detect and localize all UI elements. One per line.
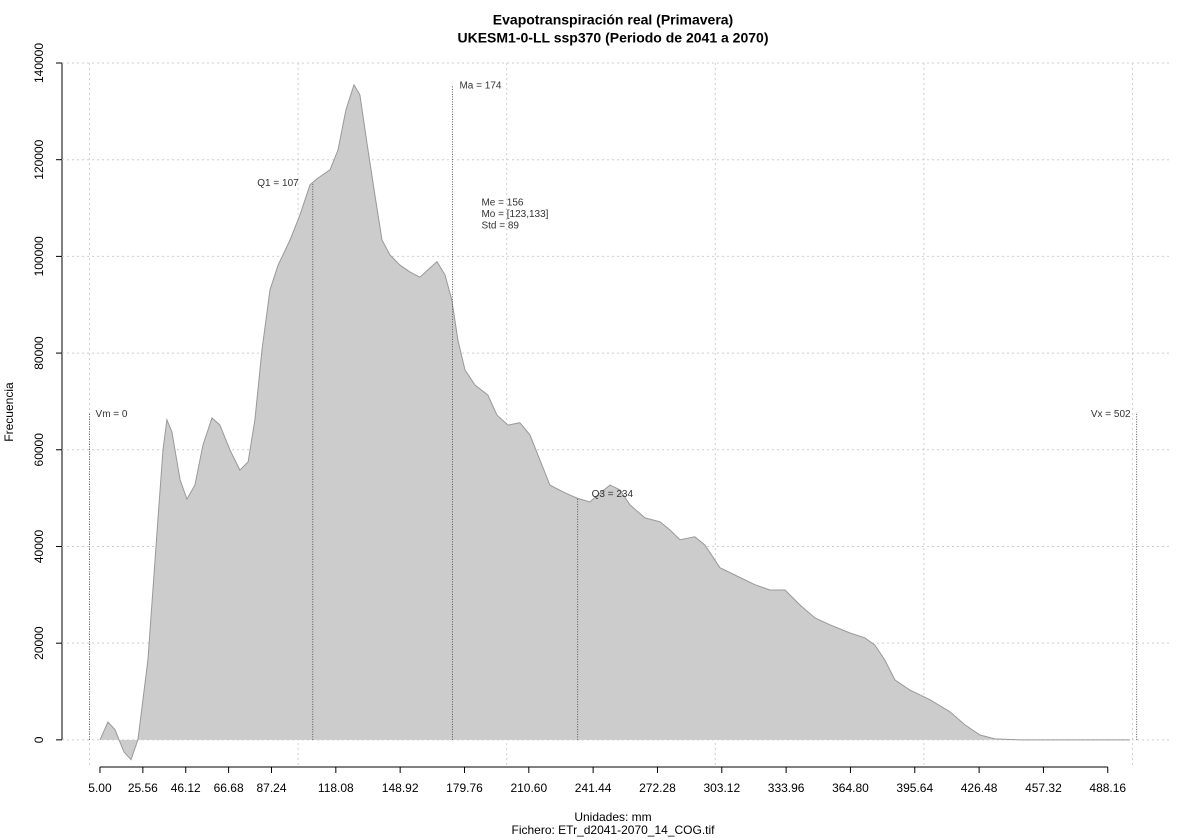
x-tick-label: 87.24 [256, 781, 286, 795]
x-tick-label: 5.00 [88, 781, 112, 795]
density-line [99, 83, 1130, 761]
y-tick-label: 60000 [32, 433, 46, 467]
x-tick-label: 118.08 [318, 781, 354, 795]
marker-label: Q1 = 107 [257, 178, 299, 189]
marker-label: Vm = 0 [96, 409, 128, 420]
marker-label: Q3 = 234 [592, 489, 634, 500]
x-tick-label: 66.68 [214, 781, 244, 795]
chart-title: Evapotranspiración real (Primavera) [493, 12, 733, 28]
stat-label: Me = 156 [481, 198, 523, 209]
x-tick-label: 25.56 [128, 781, 158, 795]
x-tick-label: 395.64 [896, 781, 933, 795]
x-tick-label: 364.80 [832, 781, 869, 795]
y-tick-label: 0 [32, 736, 46, 743]
x-axis-label: Unidades: mm [574, 810, 651, 824]
x-tick-label: 46.12 [171, 781, 201, 795]
x-tick-label: 426.48 [961, 781, 998, 795]
x-tick-label: 333.96 [768, 781, 805, 795]
marker-label: Ma = 174 [459, 80, 501, 91]
y-tick-label: 100000 [32, 236, 46, 276]
x-tick-label: 457.32 [1025, 781, 1062, 795]
y-tick-label: 20000 [32, 626, 46, 660]
x-tick-label: 272.28 [639, 781, 676, 795]
y-tick-label: 40000 [32, 529, 46, 563]
y-axis-label: Frecuencia [2, 382, 16, 442]
stat-label: Std = 89 [481, 221, 519, 232]
caption: Fichero: ETr_d2041-2070_14_COG.tif [512, 823, 716, 837]
x-tick-label: 303.12 [703, 781, 740, 795]
x-tick-label: 210.60 [510, 781, 547, 795]
chart-subtitle: UKESM1-0-LL ssp370 (Periodo de 2041 a 20… [458, 30, 769, 46]
x-tick-label: 488.16 [1089, 781, 1126, 795]
y-tick-label: 140000 [32, 43, 46, 83]
x-tick-label: 241.44 [575, 781, 612, 795]
density-area [99, 84, 1130, 760]
y-tick-label: 80000 [32, 336, 46, 370]
y-tick-label: 120000 [32, 139, 46, 179]
stat-label: Mo = [123,133] [481, 209, 548, 220]
x-tick-label: 148.92 [382, 781, 419, 795]
marker-label: Vx = 502 [1091, 409, 1131, 420]
x-tick-label: 179.76 [446, 781, 483, 795]
